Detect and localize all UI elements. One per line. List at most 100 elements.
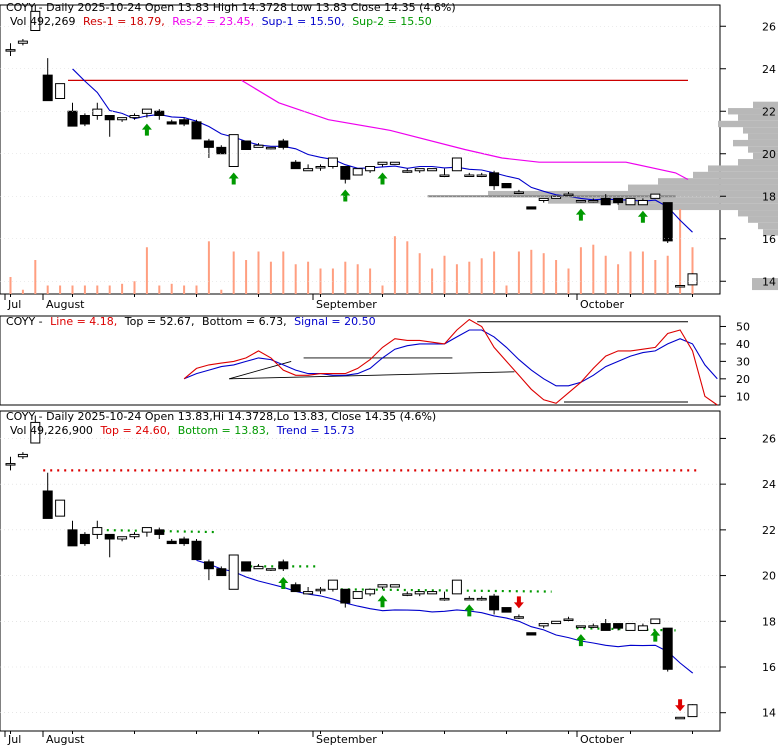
oscillator-line [183, 318, 718, 406]
price-candle [365, 588, 376, 595]
y-tick-label: 30 [736, 355, 750, 368]
volume-profile-bar [708, 165, 778, 172]
price-candle [17, 453, 28, 458]
price-candle [216, 568, 227, 577]
price-candle [476, 597, 487, 601]
price-candle [389, 584, 400, 588]
price-candle [340, 166, 351, 180]
y-tick-label: 16 [762, 233, 776, 246]
price-candle [17, 40, 28, 44]
price-candle [588, 625, 599, 628]
volume-bar [369, 268, 372, 294]
volume-profile-bar [488, 190, 778, 198]
volume-bar [381, 285, 384, 294]
x-month-label: September [316, 733, 377, 745]
svg-text:Vol 49,226,900 Top = 24.: Vol 49,226,900 Top = 24.60, Bottom = 13.… [10, 424, 355, 437]
volume-bar [493, 251, 496, 294]
volume-bar [418, 253, 421, 294]
panel3-frame [0, 410, 721, 732]
price-candle [464, 174, 475, 177]
panel1-frame [0, 4, 721, 295]
volume-bar [517, 251, 520, 294]
price-candle [588, 200, 599, 203]
volume-profile-bar [753, 101, 778, 109]
buy-signal-arrow [464, 604, 475, 617]
price-candle [104, 115, 115, 121]
price-candle [92, 108, 103, 116]
y-tick-label: 20 [762, 148, 776, 161]
price-candle [625, 197, 636, 206]
volume-bar [455, 264, 458, 294]
price-candle [179, 119, 190, 125]
volume-bar [691, 247, 694, 294]
volume-bar [158, 285, 161, 294]
volume-bar [170, 283, 173, 294]
panel2-line: Line = 4.18, [50, 315, 117, 328]
volume-profile-bar [628, 184, 778, 191]
svg-text:COYY - Line = 4.18,: COYY - Line = 4.18, Top = 52.67, Bottom … [6, 315, 376, 328]
price-candle [526, 632, 537, 636]
price-candle [389, 161, 400, 165]
price-candle [377, 584, 388, 588]
price-candle [402, 593, 413, 596]
y-tick-label: 40 [736, 338, 750, 351]
volume-bar [207, 241, 210, 294]
volume-bar [468, 261, 471, 294]
panel1-title: COYY - Daily 2025-10-24 Open 13.83 High … [6, 1, 456, 14]
panel3-trend: Trend = 15.73 [276, 424, 355, 437]
volume-bar [9, 277, 12, 294]
volume-bar [641, 251, 644, 294]
x-month-label: Jul [7, 733, 21, 745]
price-candle [340, 588, 351, 604]
buy-signal-arrow [637, 210, 648, 223]
volume-profile-bar [738, 210, 778, 217]
price-candle [377, 161, 388, 165]
price-candle [79, 115, 90, 125]
price-candle [216, 146, 227, 155]
volume-bar [34, 260, 37, 294]
price-candle [439, 174, 450, 177]
price-candle [427, 591, 438, 595]
price-candle [637, 625, 648, 631]
volume-bar [629, 251, 632, 294]
volume-bar [356, 264, 359, 294]
panel1-sup2: Sup-2 = 15.50 [352, 15, 432, 28]
price-candle [278, 140, 289, 148]
panel2-top: Top = 52.67, [124, 315, 195, 328]
volume-bar [406, 241, 409, 294]
price-candle [129, 533, 140, 538]
buy-signal-arrow [340, 189, 351, 202]
volume-bar [59, 285, 62, 294]
buy-signal-arrow [228, 172, 239, 185]
price-candle [129, 115, 140, 119]
volume-bar [245, 260, 248, 294]
panel3-title: COYY - Daily 2025-10-24 Open 13.83,Hi 14… [6, 410, 436, 423]
price-candle [563, 193, 574, 197]
price-candle [154, 110, 165, 116]
volume-bar [232, 251, 235, 294]
x-axis: Jul Jul August August September September Octo… [4, 294, 693, 746]
price-candle [30, 10, 41, 31]
buy-signal-arrow [377, 172, 388, 185]
sell-signal-arrow [675, 699, 686, 712]
y-tick-label: 50 [736, 320, 750, 333]
volume-bar [555, 260, 558, 294]
sup1-line [72, 68, 693, 233]
volume-bar [183, 285, 186, 294]
price-candle [104, 533, 115, 540]
y-tick-label: 24 [762, 63, 776, 76]
res1-line [241, 79, 689, 181]
buy-signal-arrow [377, 595, 388, 608]
price-candle [439, 597, 450, 601]
price-candle [117, 117, 128, 121]
volume-bar [604, 255, 607, 294]
y-tick-label: 14 [762, 707, 776, 720]
volume-bar [344, 261, 347, 294]
price-candle [141, 108, 152, 114]
volume-bar [579, 247, 582, 294]
price-candle [241, 561, 252, 572]
volume-profile-bar [748, 216, 778, 223]
y-tick-label: 16 [762, 661, 776, 674]
